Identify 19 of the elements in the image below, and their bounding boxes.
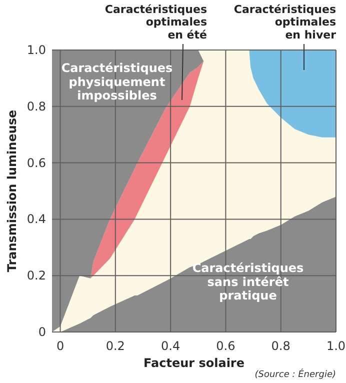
y-tick-label: 0.8 [26,99,46,114]
annotation: Caractéristiques physiquement impossibles [61,61,173,103]
x-tick-label: 1.0 [326,339,346,353]
y-tick-label: 1.0 [26,43,46,57]
x-tick-label: 0.4 [161,339,180,353]
text: (Source : Énergie) [254,368,336,380]
y-tick-label: 0.4 [26,212,46,226]
text: Caractéristiques optimales en été [104,3,208,42]
y-axis-title: Transmission lumineuse [5,110,19,272]
x-tick-label: 0.8 [271,339,290,353]
y-tick-label: 0.2 [26,268,46,283]
x-tick-label: 0.2 [106,339,125,353]
y-tick-label: 0.6 [26,156,46,170]
x-axis-title: Facteur solaire [144,356,244,370]
x-tick-label: 0.6 [216,339,236,353]
text: Caractéristiques optimales en hiver [234,3,337,42]
annotation: Caractéristiques sans intérêt pratique [192,261,304,303]
y-tick-label: 0 [38,325,46,339]
x-tick-label: 0 [56,339,64,353]
